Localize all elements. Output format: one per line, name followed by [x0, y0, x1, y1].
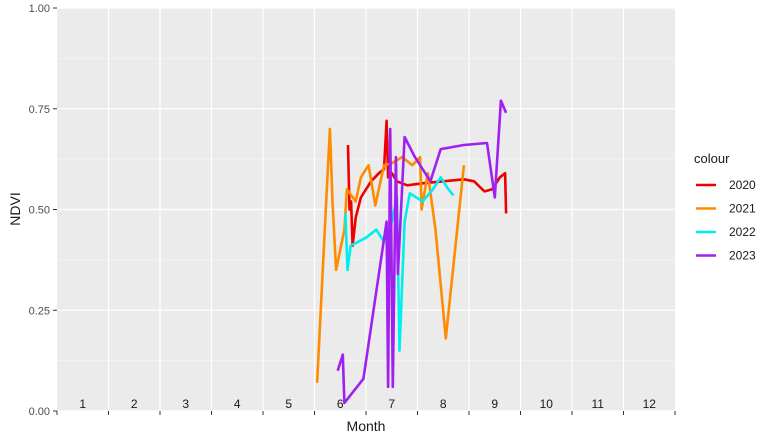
month-label: 3: [182, 397, 189, 411]
legend-label-2021: 2021: [729, 202, 756, 216]
legend-title: colour: [694, 151, 730, 166]
grid-lines: [57, 7, 675, 412]
month-label: 1: [79, 397, 86, 411]
y-axis: 0.00 0.25 0.50 0.75 1.00: [29, 3, 57, 418]
legend-label-2022: 2022: [729, 225, 756, 239]
x-axis-title: Month: [347, 418, 386, 434]
legend: colour 2020 2021 2022 2023: [694, 151, 756, 263]
month-label: 8: [440, 397, 447, 411]
series-line-2021: [315, 127, 466, 383]
month-label: 6: [337, 397, 344, 411]
legend-label-2020: 2020: [729, 178, 756, 192]
month-label: 4: [234, 397, 241, 411]
series-lines: [315, 99, 508, 405]
month-label: 2: [131, 397, 138, 411]
month-label: 5: [285, 397, 292, 411]
y-tick-label: 0.00: [29, 406, 50, 418]
month-label: 11: [592, 397, 605, 411]
series-line-2023: [336, 99, 508, 405]
legend-label-2023: 2023: [729, 249, 756, 263]
month-label: 12: [643, 397, 657, 411]
month-label: 9: [491, 397, 498, 411]
y-tick-label: 0.25: [29, 305, 50, 317]
y-tick-label: 1.00: [29, 3, 50, 15]
month-label: 7: [388, 397, 395, 411]
y-axis-title: NDVI: [7, 192, 23, 225]
y-tick-label: 0.75: [29, 104, 50, 116]
y-tick-label: 0.50: [29, 205, 50, 217]
x-axis: 1 2 3 4 5 6 7 8 9 10 11 12: [56, 397, 676, 415]
month-label: 10: [540, 397, 554, 411]
